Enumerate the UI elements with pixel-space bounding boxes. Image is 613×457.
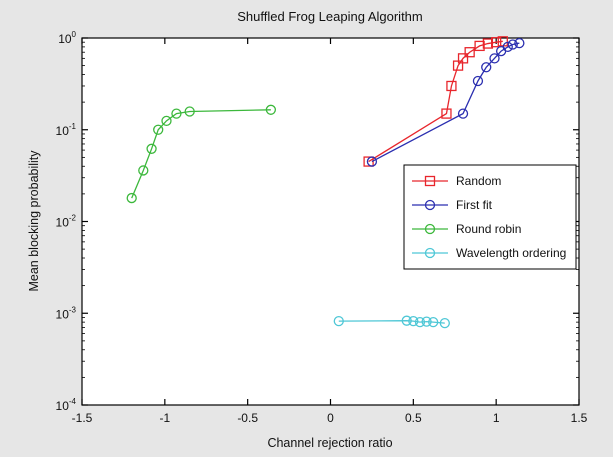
data-point-wavelength-ordering: [428, 316, 439, 328]
data-point-first-fit: [481, 62, 492, 73]
y-axis-label: Mean blocking probability: [27, 150, 41, 292]
x-tick-label: -1.5: [72, 411, 93, 425]
series-line-first-fit: [371, 42, 520, 163]
series-layer: [126, 36, 525, 329]
data-point-first-fit: [514, 37, 525, 49]
data-point-random: [446, 80, 457, 92]
data-point-round-robin: [126, 192, 137, 204]
series-line-round-robin: [131, 109, 271, 199]
data-point-first-fit: [472, 75, 484, 87]
legend: Random First fit Round robin Wavelength ord…: [403, 164, 577, 270]
data-point-wavelength-ordering: [408, 316, 419, 327]
data-point-first-fit: [502, 41, 513, 53]
y-tick-label: 10-4: [56, 397, 77, 413]
data-point-first-fit: [366, 156, 378, 167]
legend-marker-random: [424, 175, 436, 187]
series-first-fit: [366, 37, 525, 167]
x-tick-label: 0.5: [405, 411, 422, 425]
data-point-first-fit: [507, 39, 518, 50]
x-tick-label: 0: [327, 411, 334, 425]
legend-box: [403, 164, 577, 270]
data-point-wavelength-ordering: [421, 316, 432, 327]
legend-label-round-robin: Round robin: [456, 222, 521, 236]
legend-label-first-fit: First fit: [456, 198, 493, 212]
chart-title: Shuffled Frog Leaping Algorithm: [237, 9, 423, 24]
y-tick-label: 10-3: [56, 305, 77, 321]
data-point-random: [441, 108, 452, 119]
legend-label-wavelength-ordering: Wavelength ordering: [456, 246, 566, 260]
data-point-round-robin: [171, 108, 182, 119]
series-random: [363, 36, 508, 167]
x-axis-label: Channel rejection ratio: [267, 436, 392, 450]
data-point-wavelength-ordering: [401, 315, 412, 326]
x-tick-label: -1: [159, 411, 170, 425]
x-tick-label: 1: [493, 411, 500, 425]
data-point-random: [464, 47, 475, 58]
data-point-first-fit: [489, 53, 500, 64]
data-point-round-robin: [146, 143, 157, 154]
data-point-first-fit: [457, 108, 469, 119]
legend-label-random: Random: [456, 174, 501, 188]
y-tick-label: 10-1: [56, 122, 77, 138]
data-point-random: [474, 40, 485, 52]
data-point-wavelength-ordering: [439, 318, 450, 329]
data-point-round-robin: [184, 106, 195, 117]
data-point-wavelength-ordering: [333, 316, 344, 327]
data-point-round-robin: [153, 124, 164, 135]
legend-marker-first-fit: [424, 199, 436, 211]
data-point-random: [491, 37, 502, 48]
axis-ticks: -1.5 -1 -0.5 0 0.5 1 1.5 10-4 10-3 10-2 10-1 100: [56, 30, 588, 425]
legend-marker-wavelength-ordering: [424, 247, 436, 259]
y-tick-label: 10-2: [56, 214, 77, 230]
series-line-wavelength-ordering: [338, 320, 445, 324]
data-point-round-robin: [138, 165, 149, 176]
x-tick-label: 1.5: [571, 411, 588, 425]
data-point-random: [457, 53, 469, 64]
series-wavelength-ordering: [333, 315, 450, 329]
data-point-round-robin: [265, 104, 277, 115]
data-point-round-robin: [161, 115, 172, 127]
data-point-random: [482, 38, 494, 49]
data-point-wavelength-ordering: [414, 316, 426, 328]
legend-marker-round-robin: [424, 223, 436, 235]
x-tick-label: -0.5: [237, 411, 258, 425]
y-tick-label: 100: [58, 30, 76, 46]
series-round-robin: [126, 104, 277, 204]
